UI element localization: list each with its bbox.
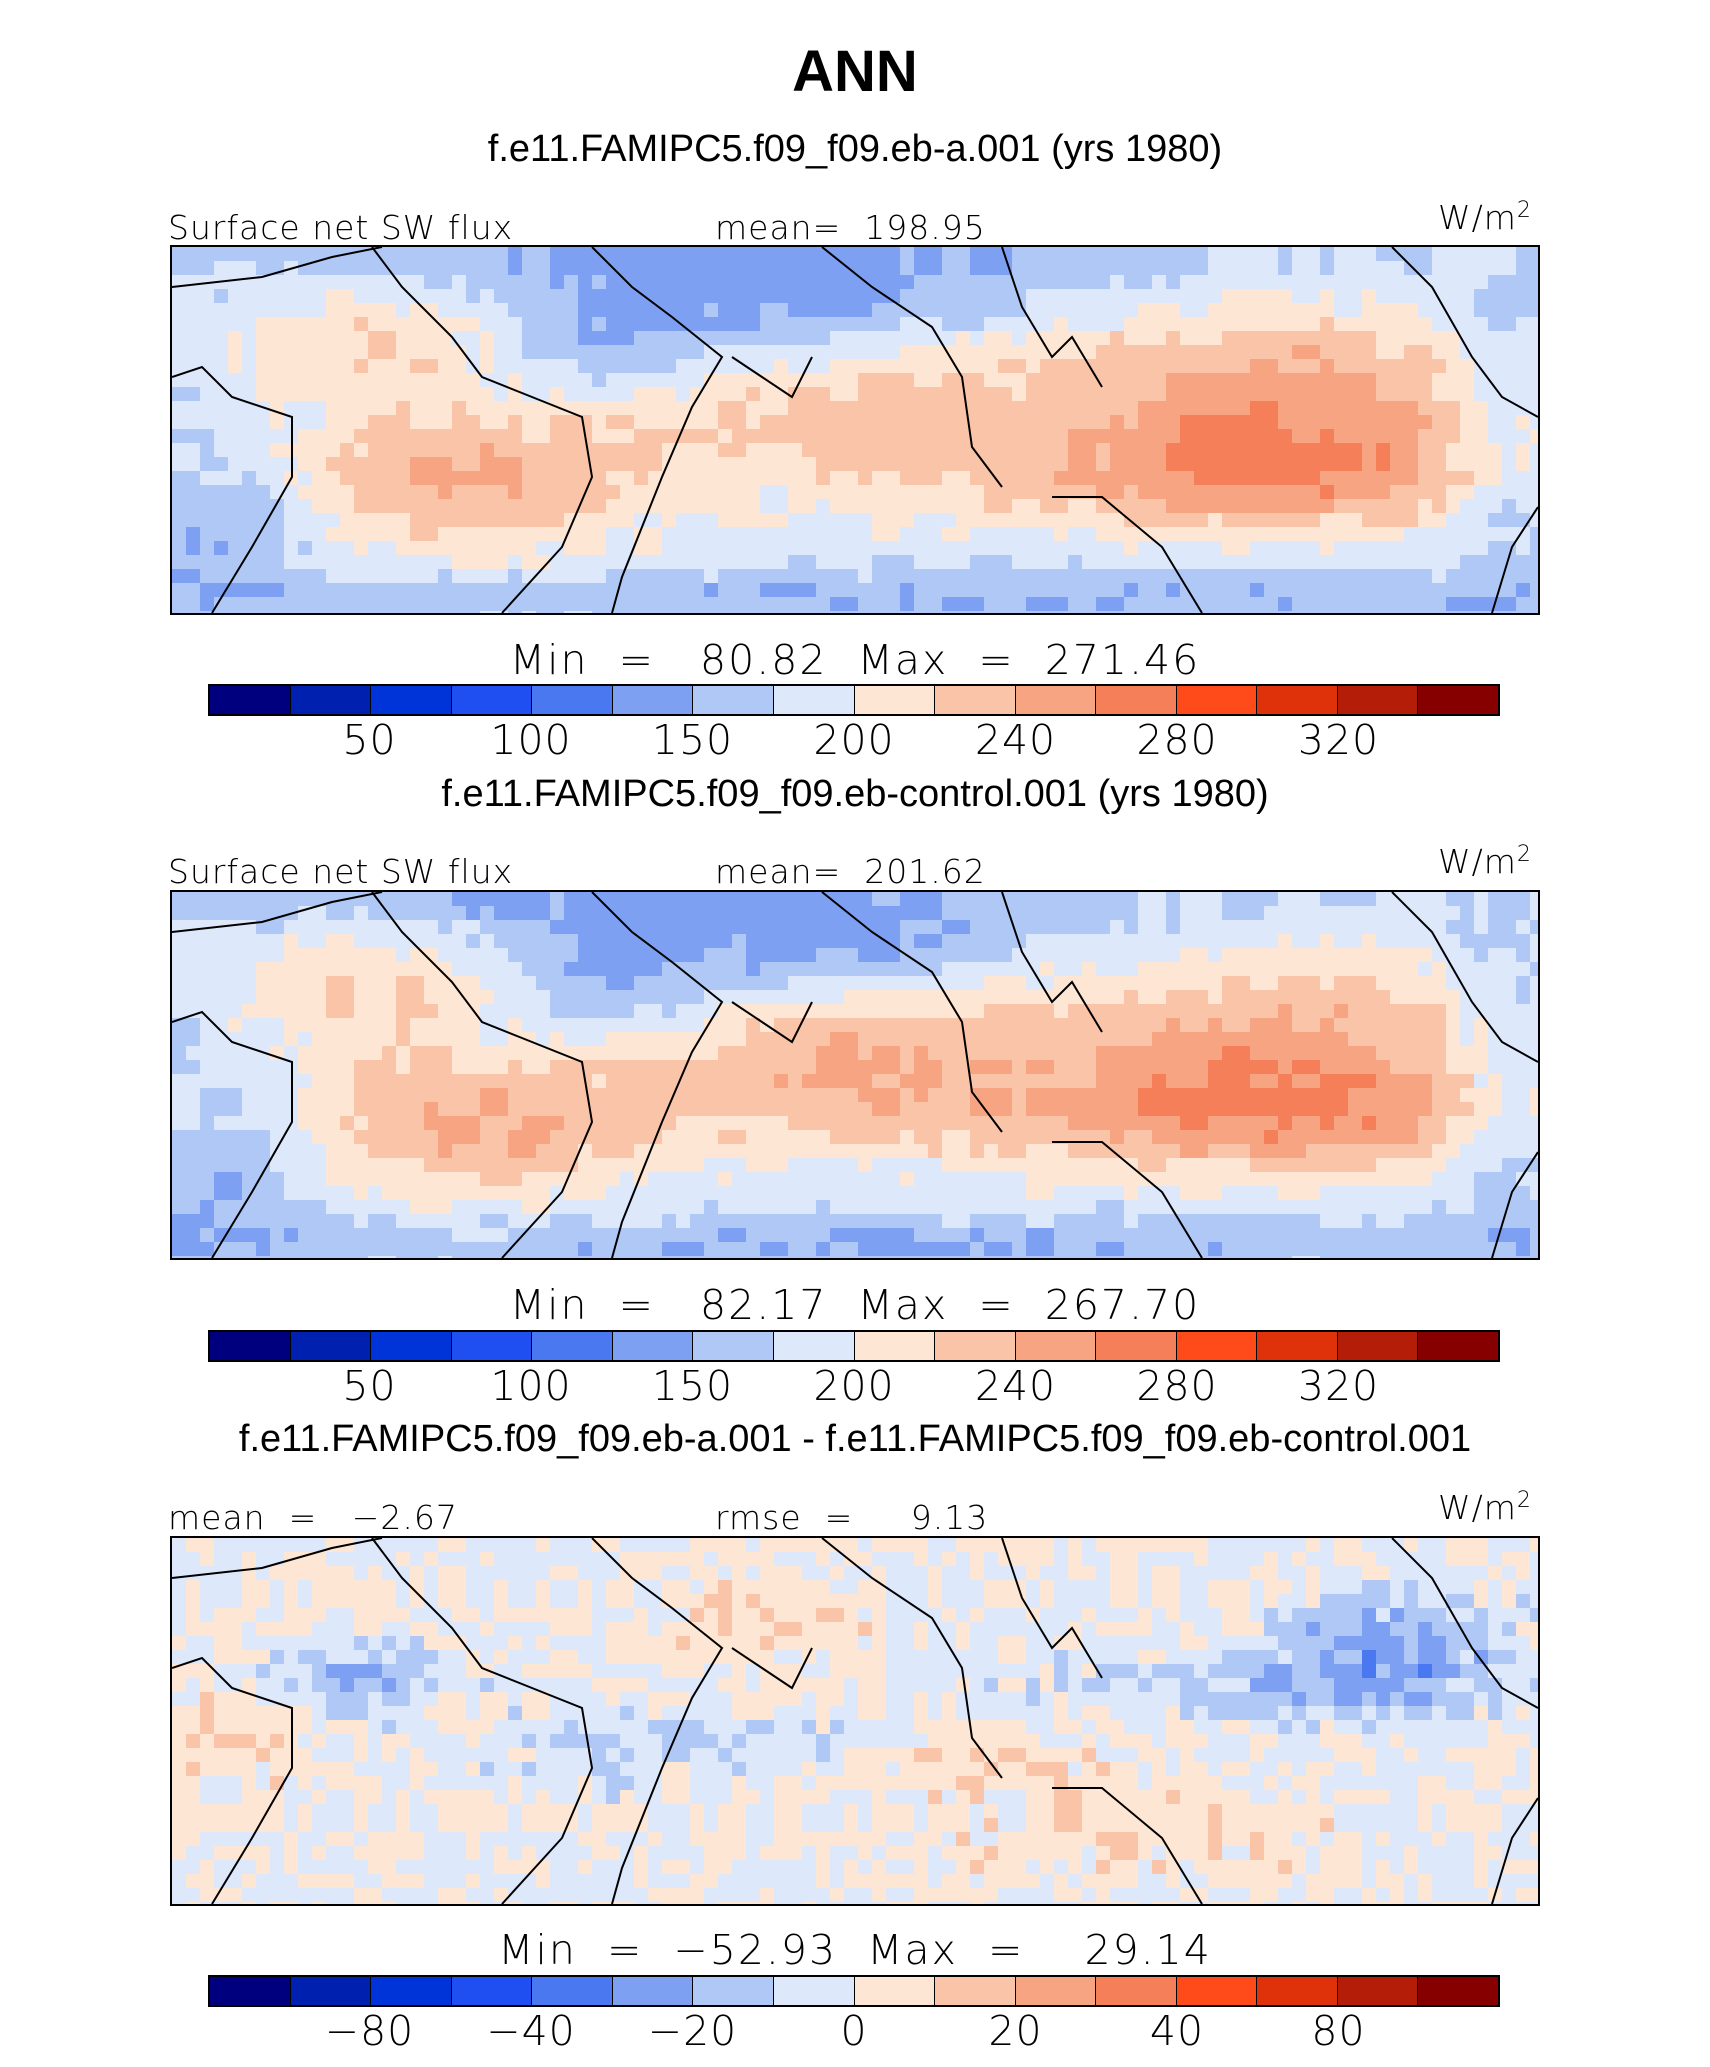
colorbar-tick-label: −20: [647, 2007, 738, 2055]
colorbar-2-swatch: [290, 1332, 372, 1360]
colorbar-3-swatch: [1337, 1977, 1419, 2005]
colorbar-3-swatch: [1176, 1977, 1258, 2005]
colorbar-tick-label: 240: [974, 716, 1057, 764]
colorbar-tick-label: 50: [342, 1362, 397, 1410]
colorbar-1-swatch: [854, 686, 936, 714]
panel-2-contour-field: [172, 892, 1538, 1258]
panel-3-units-label: W/m2: [1438, 1488, 1532, 1527]
panel-3-minmax: Min = −52.93 Max = 29.14: [498, 1926, 1212, 1974]
colorbar-tick-label: −40: [486, 2007, 576, 2055]
panel-3-contour-field: [172, 1538, 1538, 1904]
panel-1-variable-label: Surface net SW flux: [168, 208, 514, 247]
colorbar-tick-label: 40: [1149, 2007, 1205, 2055]
panel-3-title: f.e11.FAMIPC5.f09_f09.eb-a.001 - f.e11.F…: [238, 1418, 1472, 1460]
panel-2-map: [170, 890, 1540, 1260]
colorbar-3-swatch: [451, 1977, 533, 2005]
colorbar-tick-label: 200: [813, 1362, 895, 1410]
colorbar-tick-label: 280: [1136, 716, 1218, 764]
colorbar-1-swatch: [1096, 686, 1177, 714]
colorbar-1-swatch: [210, 686, 291, 714]
colorbar-tick-label: 100: [490, 716, 572, 764]
colorbar-3-swatch: [1257, 1977, 1338, 2005]
colorbar-3-swatch: [935, 1977, 1016, 2005]
colorbar-2-swatch: [1096, 1332, 1177, 1360]
colorbar-3-swatch: [532, 1977, 613, 2005]
colorbar-2-swatch: [1176, 1332, 1258, 1360]
colorbar-3-swatch: [1015, 1977, 1097, 2005]
colorbar-3-swatch: [854, 1977, 936, 2005]
colorbar-2-swatch: [451, 1332, 533, 1360]
panel-2-variable-label: Surface net SW flux: [168, 852, 514, 891]
colorbar-tick-label: 20: [988, 2007, 1043, 2055]
colorbar-2-swatch: [210, 1332, 291, 1360]
colorbar-2-swatch: [693, 1332, 774, 1360]
colorbar-tick-label: 320: [1297, 1362, 1380, 1410]
colorbar-3-swatch: [290, 1977, 372, 2005]
panel-2-units-label: W/m2: [1438, 842, 1532, 881]
colorbar-1-swatch: [612, 686, 694, 714]
colorbar-1-swatch: [1337, 686, 1419, 714]
panel-1-mean-label: mean= 198.95: [715, 208, 986, 247]
colorbar-1-swatch: [290, 686, 372, 714]
panel-2-title: f.e11.FAMIPC5.f09_f09.eb-control.001 (yr…: [441, 773, 1269, 815]
panel-1-colorbar-ticks: 50 100 150 200 240 280 320: [0, 716, 1710, 766]
panel-1-units-label: W/m2: [1438, 198, 1532, 237]
colorbar-3-swatch: [371, 1977, 452, 2005]
colorbar-tick-label: 150: [651, 716, 734, 764]
colorbar-2-swatch: [935, 1332, 1016, 1360]
colorbar-tick-label: 150: [651, 1362, 734, 1410]
colorbar-1-swatch: [773, 686, 855, 714]
colorbar-1-swatch: [1257, 686, 1338, 714]
colorbar-3-swatch: [612, 1977, 694, 2005]
colorbar-3-swatch: [1096, 1977, 1177, 2005]
panel-3-mean-label: mean = −2.67: [168, 1498, 458, 1537]
panel-2-minmax: Min = 82.17 Max = 267.70: [509, 1281, 1201, 1329]
colorbar-tick-label: 200: [813, 716, 895, 764]
colorbar-3-swatch: [693, 1977, 774, 2005]
panel-2-colorbar: [208, 1330, 1500, 1362]
panel-3-map: [170, 1536, 1540, 1906]
colorbar-2-swatch: [1418, 1332, 1498, 1360]
colorbar-tick-label: 0: [840, 2007, 868, 2055]
panel-1-colorbar: [208, 684, 1500, 716]
panel-2-colorbar-ticks: 50 100 150 200 240 280 320: [0, 1362, 1710, 1412]
colorbar-tick-label: 240: [974, 1362, 1057, 1410]
colorbar-1-swatch: [451, 686, 533, 714]
panel-2-mean-label: mean= 201.62: [715, 852, 986, 891]
colorbar-3-swatch: [210, 1977, 291, 2005]
colorbar-tick-label: 80: [1311, 2007, 1366, 2055]
panel-3-colorbar: [208, 1975, 1500, 2007]
colorbar-2-swatch: [1257, 1332, 1338, 1360]
colorbar-2-swatch: [773, 1332, 855, 1360]
colorbar-2-swatch: [612, 1332, 694, 1360]
colorbar-3-swatch: [1418, 1977, 1498, 2005]
colorbar-tick-label: 100: [490, 1362, 572, 1410]
panel-1-map: [170, 245, 1540, 615]
colorbar-tick-label: 50: [342, 716, 397, 764]
colorbar-2-swatch: [854, 1332, 936, 1360]
colorbar-1-swatch: [371, 686, 452, 714]
colorbar-1-swatch: [532, 686, 613, 714]
panel-1-minmax: Min = 80.82 Max = 271.46: [509, 636, 1201, 684]
colorbar-2-swatch: [371, 1332, 452, 1360]
colorbar-2-swatch: [1015, 1332, 1097, 1360]
panel-1-contour-field: [172, 247, 1538, 613]
colorbar-1-swatch: [935, 686, 1016, 714]
colorbar-tick-label: 280: [1136, 1362, 1218, 1410]
colorbar-tick-label: 320: [1297, 716, 1380, 764]
colorbar-2-swatch: [532, 1332, 613, 1360]
colorbar-1-swatch: [1418, 686, 1498, 714]
colorbar-1-swatch: [1015, 686, 1097, 714]
panel-1-title: f.e11.FAMIPC5.f09_f09.eb-a.001 (yrs 1980…: [487, 128, 1223, 170]
figure-title: ANN: [792, 39, 918, 104]
colorbar-1-swatch: [693, 686, 774, 714]
colorbar-1-swatch: [1176, 686, 1258, 714]
colorbar-3-swatch: [773, 1977, 855, 2005]
colorbar-tick-label: −80: [324, 2007, 415, 2055]
panel-3-colorbar-ticks: −80 −40 −20 0 20 40 80: [0, 2007, 1710, 2057]
panel-3-rmse-label: rmse = 9.13: [715, 1498, 989, 1537]
colorbar-2-swatch: [1337, 1332, 1419, 1360]
